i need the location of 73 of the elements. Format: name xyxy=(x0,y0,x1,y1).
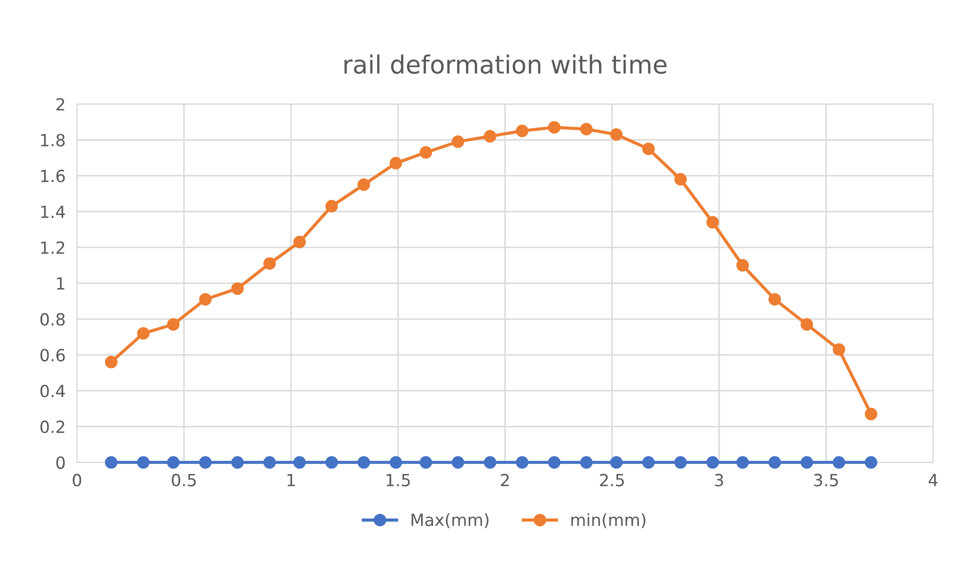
point xyxy=(832,456,846,469)
point xyxy=(263,456,276,469)
point xyxy=(452,135,464,148)
legend-label: Max(mm) xyxy=(412,513,488,528)
point xyxy=(137,456,150,469)
point xyxy=(736,259,749,272)
point xyxy=(832,343,846,356)
point xyxy=(674,173,687,186)
point xyxy=(293,236,306,248)
y-tick-label: 0.6 xyxy=(40,348,65,362)
point xyxy=(199,293,212,306)
y-tick-label: 1.8 xyxy=(41,134,65,146)
y-tick-label: 0.8 xyxy=(40,313,65,326)
point xyxy=(548,121,561,134)
y-tick-label: 0 xyxy=(56,456,65,469)
point xyxy=(706,456,719,469)
point xyxy=(580,456,593,469)
point xyxy=(293,456,306,469)
point xyxy=(610,128,623,141)
point xyxy=(610,456,623,469)
point xyxy=(864,408,878,420)
point xyxy=(358,178,370,191)
point xyxy=(325,200,338,212)
x-tick-label: 3 xyxy=(715,474,724,486)
y-tick-label: 1.2 xyxy=(41,241,64,254)
y-tick-label: 2 xyxy=(56,98,64,110)
x-tick-label: 0.5 xyxy=(172,474,196,486)
point xyxy=(580,122,593,136)
x-tick-label: 1.5 xyxy=(386,474,410,486)
point xyxy=(768,456,781,469)
x-tick-label: 4 xyxy=(928,474,938,486)
point xyxy=(768,293,781,306)
point xyxy=(390,456,402,469)
point xyxy=(199,456,212,469)
x-tick-label: 2 xyxy=(500,474,509,486)
y-tick-label: 0.4 xyxy=(40,384,65,398)
point xyxy=(642,142,655,156)
x-tick-label: 0 xyxy=(72,474,82,486)
point xyxy=(231,456,244,469)
point xyxy=(800,456,814,469)
point xyxy=(325,456,338,469)
point xyxy=(706,216,719,229)
point xyxy=(516,124,528,138)
point xyxy=(231,282,244,295)
point xyxy=(167,318,180,331)
point xyxy=(800,318,814,331)
x-tick-label: 2.5 xyxy=(600,474,624,486)
point xyxy=(452,456,464,469)
point xyxy=(864,456,878,469)
point xyxy=(674,456,687,469)
point xyxy=(420,456,432,469)
point xyxy=(736,456,749,469)
y-tick-label: 1.6 xyxy=(41,170,65,182)
point xyxy=(484,456,496,469)
point xyxy=(263,257,276,270)
point xyxy=(104,456,118,469)
point xyxy=(642,456,655,469)
y-tick-label: 1.4 xyxy=(41,206,65,218)
point xyxy=(484,130,496,143)
point xyxy=(390,156,402,170)
x-tick-label: 1 xyxy=(288,474,295,486)
point xyxy=(104,356,118,368)
legend-label: min(mm) xyxy=(571,513,646,528)
point xyxy=(420,146,432,159)
point xyxy=(167,456,180,469)
point xyxy=(358,456,370,469)
y-tick-label: 0.2 xyxy=(40,420,64,434)
point xyxy=(137,327,150,340)
y-tick-label: 1 xyxy=(57,277,64,290)
chart-title: rail deformation with time xyxy=(344,54,667,74)
x-tick-label: 3.5 xyxy=(814,474,838,486)
point xyxy=(548,456,561,469)
point xyxy=(516,456,528,469)
